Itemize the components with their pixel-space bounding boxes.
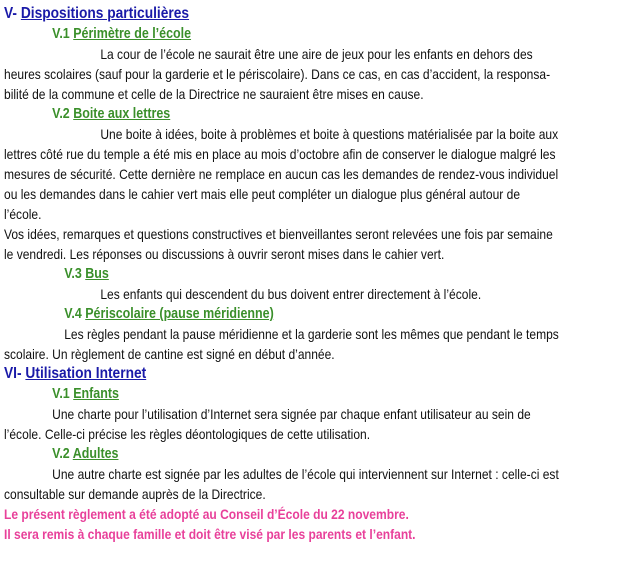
- paragraph-line: bilité de la commune et celle de la Dire…: [4, 86, 424, 102]
- subsection-number: V.2: [52, 106, 70, 122]
- paragraph-line: Une charte pour l’utilisation d’Internet…: [52, 406, 531, 422]
- paragraph-line: consultable sur demande auprès de la Dir…: [4, 486, 266, 502]
- paragraph-line: Les enfants qui descendent du bus doiven…: [100, 286, 482, 302]
- subsection-heading: V.2 Adultes: [4, 444, 636, 464]
- subsection-title: Périscolaire (pause méridienne): [85, 306, 274, 322]
- section-number: V-: [4, 5, 18, 22]
- paragraph-line: Une boite à idées, boite à problèmes et …: [100, 126, 559, 142]
- paragraph-line: l’école. Celle-ci précise les règles déo…: [4, 426, 371, 442]
- paragraph-line: heures scolaires (sauf pour la garderie …: [4, 66, 551, 82]
- subsection-number: V.3: [64, 266, 82, 282]
- paragraph-line: l’école.: [4, 206, 42, 222]
- section-title: Dispositions particulières: [20, 5, 190, 22]
- paragraph-line: lettres côté rue du temple a été mis en …: [4, 146, 556, 162]
- subsection-title: Bus: [85, 266, 109, 282]
- paragraph-line: Vos idées, remarques et questions constr…: [4, 226, 553, 242]
- section-number: VI-: [4, 365, 22, 382]
- paragraph-line: mesures de sécurité. Cette dernière ne r…: [4, 166, 559, 182]
- subsection-heading: V.2 Boite aux lettres: [4, 104, 636, 124]
- subsection-title: Boite aux lettres: [73, 106, 171, 122]
- subsection-title: Adultes: [72, 446, 119, 462]
- subsection-title: Périmètre de l’école: [73, 26, 192, 42]
- section-heading: V- Dispositions particulières: [4, 4, 636, 24]
- paragraph-line: ou les demandes dans le cahier vert mais…: [4, 186, 521, 202]
- subsection-heading: V.1 Enfants: [4, 384, 636, 404]
- paragraph-line: Les règles pendant la pause méridienne e…: [64, 326, 559, 342]
- paragraph-line: La cour de l’école ne saurait être une a…: [100, 46, 533, 62]
- paragraph-line: le vendredi. Les réponses ou discussions…: [4, 246, 445, 262]
- subsection-heading: V.3 Bus: [4, 264, 636, 284]
- paragraph-line: scolaire. Un règlement de cantine est si…: [4, 346, 335, 362]
- closing-line: Il sera remis à chaque famille et doit ê…: [4, 526, 416, 542]
- subsection-number: V.1: [52, 386, 70, 402]
- section-heading: VI- Utilisation Internet: [4, 364, 636, 384]
- subsection-heading: V.4 Périscolaire (pause méridienne): [4, 304, 636, 324]
- subsection-title: Enfants: [73, 386, 119, 402]
- subsection-number: V.1: [52, 26, 70, 42]
- document: V- Dispositions particulières V.1 Périmè…: [4, 4, 636, 544]
- closing-line: Le présent règlement a été adopté au Con…: [4, 506, 409, 522]
- section-title: Utilisation Internet: [25, 365, 147, 382]
- subsection-heading: V.1 Périmètre de l’école: [4, 24, 636, 44]
- paragraph-line: Une autre charte est signée par les adul…: [52, 466, 559, 482]
- subsection-number: V.2: [52, 446, 70, 462]
- subsection-number: V.4: [64, 306, 82, 322]
